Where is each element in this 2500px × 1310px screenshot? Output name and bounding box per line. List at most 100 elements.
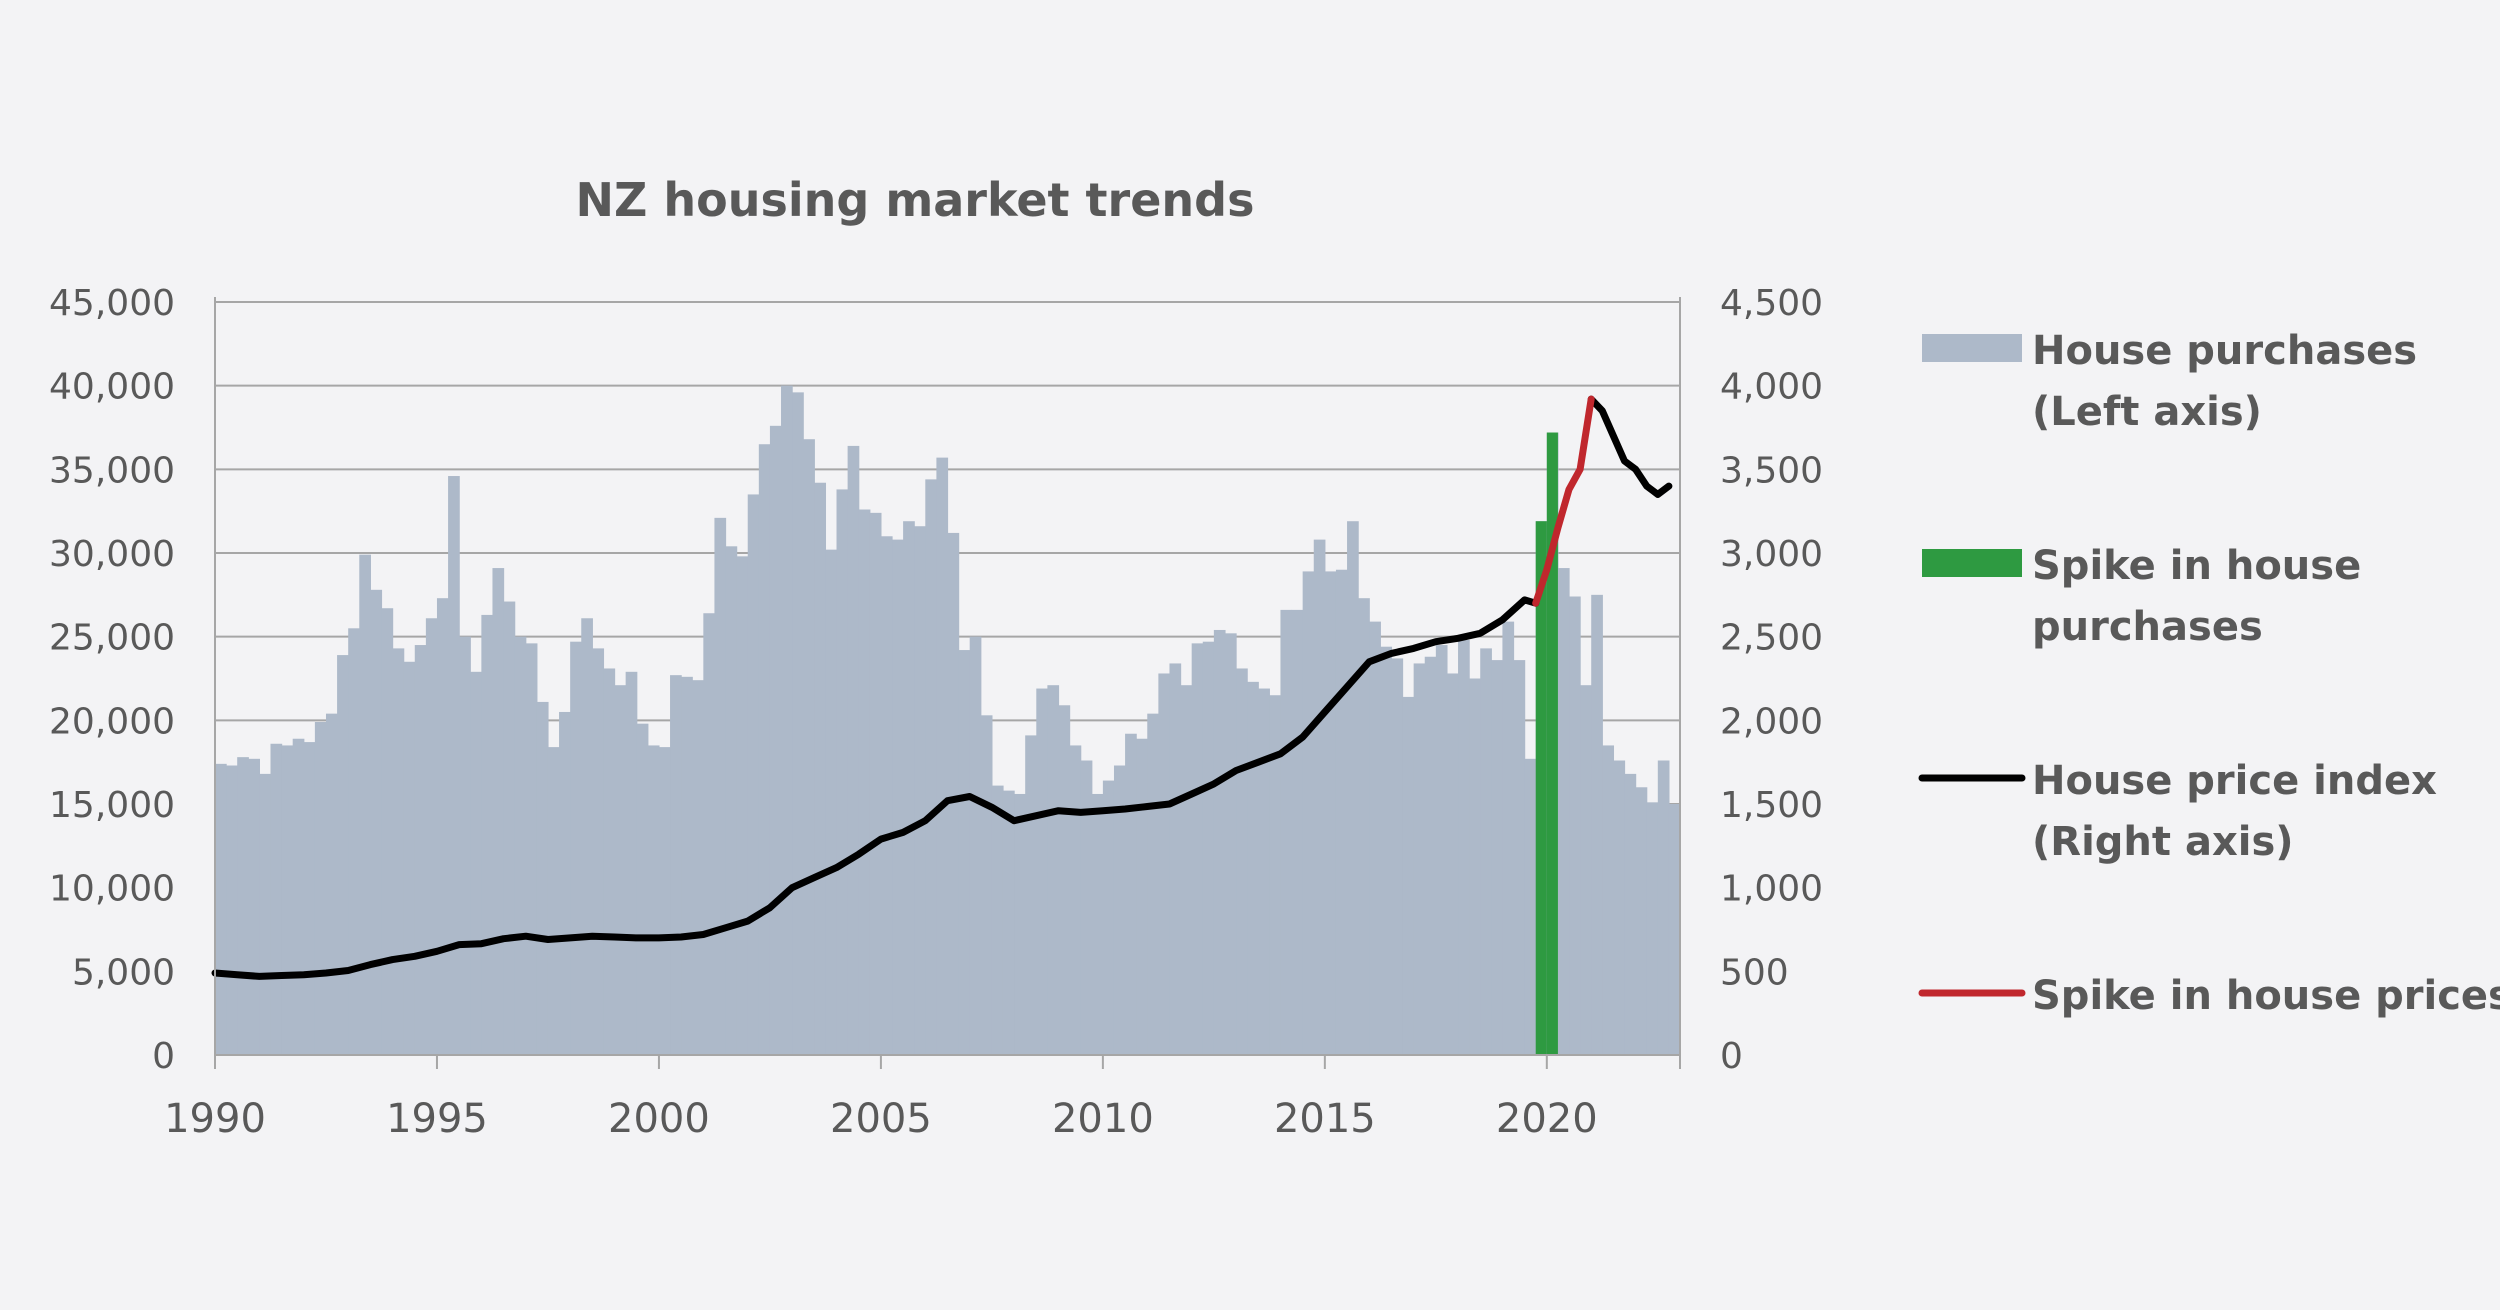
purchase-bar	[1657, 760, 1670, 1055]
purchase-bar	[1302, 571, 1315, 1055]
purchase-bar	[1580, 685, 1592, 1055]
purchase-bar	[1113, 765, 1126, 1055]
purchase-bar	[303, 742, 316, 1055]
purchase-bar	[559, 711, 571, 1055]
purchase-bar	[1569, 596, 1581, 1055]
purchase-bar	[936, 457, 949, 1055]
purchase-bar	[1335, 569, 1348, 1055]
purchase-bar	[1224, 633, 1237, 1055]
purchase-bar	[980, 715, 993, 1055]
right-axis-tick-label: 3,000	[1720, 534, 1823, 575]
spike-purchases-bars	[1535, 432, 1558, 1055]
purchase-bar	[658, 747, 671, 1055]
left-axis-tick-label: 45,000	[49, 283, 175, 324]
purchase-bar	[925, 479, 938, 1056]
purchase-bar	[1236, 668, 1248, 1055]
purchase-bar	[237, 757, 249, 1055]
purchase-bar	[958, 650, 971, 1055]
purchase-bar	[1014, 793, 1026, 1055]
purchase-bar	[547, 747, 560, 1055]
purchase-bar	[914, 526, 926, 1055]
purchase-bar	[1002, 790, 1015, 1055]
purchase-bar	[1358, 598, 1370, 1055]
right-axis-tick-label: 2,500	[1720, 618, 1823, 659]
purchase-bar	[1369, 621, 1381, 1055]
purchase-bar	[1347, 521, 1359, 1055]
purchase-bar	[714, 517, 727, 1055]
purchase-bar	[1413, 663, 1426, 1055]
purchase-bar	[270, 743, 283, 1055]
purchase-bar	[1025, 735, 1037, 1055]
purchase-bar	[1324, 571, 1337, 1055]
right-axis-tick-label: 3,500	[1720, 450, 1823, 491]
purchase-bar	[1269, 695, 1282, 1055]
purchase-bar	[381, 608, 394, 1055]
chart-title: NZ housing market trends	[576, 173, 1255, 227]
purchase-bar	[781, 385, 793, 1056]
purchase-bar	[1080, 760, 1093, 1055]
purchase-bar	[470, 671, 482, 1055]
purchase-bar	[581, 618, 593, 1055]
purchase-bar	[1668, 804, 1681, 1055]
purchase-bar	[448, 476, 460, 1055]
purchase-bar	[525, 643, 538, 1055]
purchase-bar	[337, 655, 349, 1055]
purchase-bar	[1624, 773, 1637, 1055]
purchase-bar	[226, 765, 238, 1055]
purchase-bar	[492, 568, 505, 1055]
legend-label-spike_purchases: Spike in house	[2032, 543, 2361, 589]
purchase-bar	[503, 601, 516, 1055]
purchase-bar	[603, 668, 616, 1055]
left-axis-tick-label: 0	[152, 1036, 175, 1077]
purchase-bar	[1613, 760, 1626, 1055]
purchase-bar	[1446, 673, 1459, 1055]
price-index-line-recent	[1587, 395, 1673, 498]
purchase-bar	[625, 671, 638, 1055]
purchase-bar	[1635, 787, 1648, 1055]
purchase-bar	[825, 549, 838, 1055]
purchase-bar	[792, 392, 804, 1055]
purchase-bar	[1524, 758, 1537, 1055]
purchase-bar	[425, 618, 438, 1055]
legend-swatch-purchases	[1922, 334, 2022, 362]
purchase-bar	[1646, 802, 1659, 1055]
purchase-bar	[1036, 688, 1048, 1055]
purchase-bar	[1180, 685, 1193, 1055]
purchase-bar	[1136, 738, 1148, 1055]
purchase-bar	[858, 509, 871, 1055]
purchase-bar	[414, 645, 427, 1055]
purchase-bar	[1291, 609, 1304, 1055]
purchase-bar	[459, 636, 471, 1055]
purchase-bar	[248, 758, 260, 1055]
purchase-bar	[725, 546, 738, 1055]
purchase-bar	[692, 680, 704, 1055]
purchase-bar	[1391, 658, 1404, 1055]
legend-label-spike_prices: Spike in house prices	[2032, 973, 2500, 1019]
price-index-line	[211, 596, 1540, 980]
x-axis-tick-label: 1995	[386, 1096, 488, 1142]
purchase-bar	[1435, 645, 1448, 1055]
right-axis-tick-label: 4,500	[1720, 283, 1823, 324]
purchase-bar	[436, 598, 449, 1055]
x-axis-tick-label: 2005	[830, 1096, 932, 1142]
legend-label-price_index: House price index	[2032, 758, 2437, 804]
purchase-bar	[592, 648, 605, 1055]
left-axis-tick-label: 25,000	[49, 618, 175, 659]
purchase-bar	[1191, 643, 1204, 1055]
purchase-bar	[1125, 733, 1137, 1055]
purchase-bar	[481, 614, 494, 1055]
purchase-bar	[1480, 648, 1492, 1055]
purchase-bar	[1313, 539, 1326, 1055]
purchase-bar	[1458, 640, 1470, 1055]
purchase-bar	[747, 494, 760, 1055]
purchase-bar	[1202, 641, 1215, 1055]
legend-sublabel-spike_purchases: purchases	[2032, 604, 2263, 650]
purchase-bar	[1102, 780, 1115, 1055]
purchase-bar	[1158, 673, 1171, 1055]
left-axis-tick-label: 10,000	[49, 869, 175, 910]
purchase-bar	[292, 738, 305, 1055]
purchase-bar	[1591, 594, 1603, 1055]
purchase-bar	[1557, 568, 1570, 1055]
